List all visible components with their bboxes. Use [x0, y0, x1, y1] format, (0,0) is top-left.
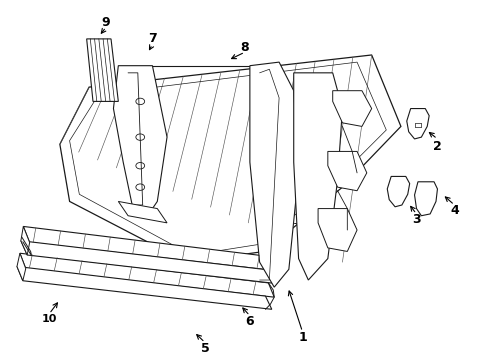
Polygon shape — [328, 152, 367, 191]
Polygon shape — [333, 91, 372, 126]
Polygon shape — [17, 253, 26, 281]
Polygon shape — [24, 226, 279, 271]
Polygon shape — [415, 182, 438, 216]
Polygon shape — [407, 109, 429, 139]
Text: 7: 7 — [148, 32, 157, 45]
Text: 10: 10 — [42, 314, 57, 324]
Polygon shape — [294, 73, 343, 280]
Polygon shape — [21, 241, 277, 284]
Polygon shape — [118, 202, 167, 223]
Polygon shape — [87, 39, 118, 102]
Text: 2: 2 — [433, 140, 442, 153]
Text: 4: 4 — [450, 204, 459, 217]
Polygon shape — [21, 226, 30, 255]
Polygon shape — [114, 66, 167, 216]
Polygon shape — [318, 208, 357, 251]
Polygon shape — [250, 62, 298, 287]
Text: 1: 1 — [298, 331, 307, 344]
Text: 3: 3 — [412, 213, 421, 226]
Polygon shape — [17, 266, 272, 309]
Polygon shape — [387, 176, 410, 207]
Text: 5: 5 — [201, 342, 209, 355]
Polygon shape — [60, 55, 401, 262]
Text: 6: 6 — [245, 315, 254, 328]
Text: 9: 9 — [102, 16, 110, 29]
Polygon shape — [20, 253, 274, 297]
Text: 8: 8 — [241, 41, 249, 54]
